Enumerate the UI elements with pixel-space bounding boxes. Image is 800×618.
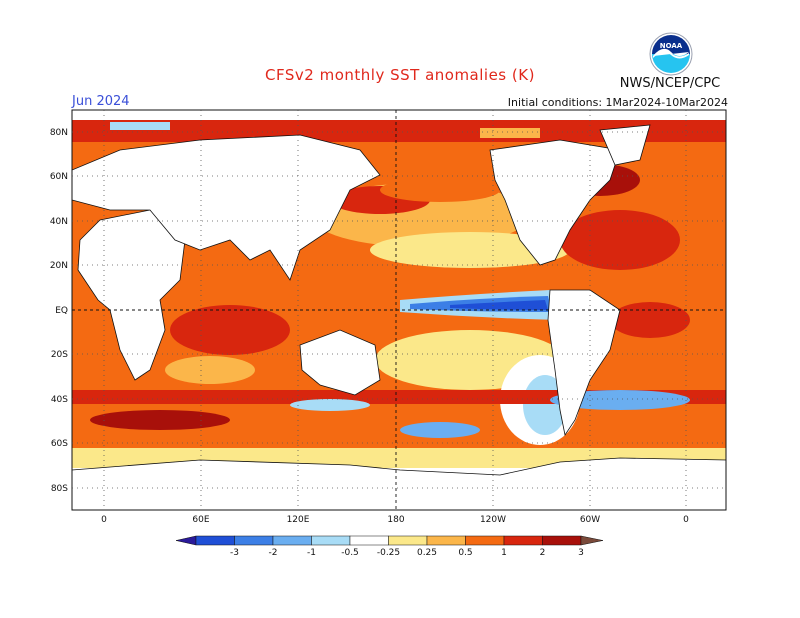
colorbar-label: 1 (501, 548, 507, 558)
colorbar-arrow-low (175, 535, 197, 546)
lat-label: 80N (50, 128, 68, 138)
colorbar-swatch (195, 535, 235, 546)
lat-label: 20N (50, 261, 68, 271)
colorbar-label: 0.5 (458, 548, 472, 558)
colorbar-swatch (349, 535, 389, 546)
lon-label: 0 (101, 515, 107, 525)
lat-label: EQ (55, 306, 68, 316)
lat-label: 60S (51, 439, 68, 449)
colorbar-label: -3 (230, 548, 239, 558)
lon-label: 60W (580, 515, 600, 525)
forecast-month-label: Jun 2024 (72, 94, 130, 109)
latitude-labels: 80N 60N 40N 20N EQ 20S 40S 60S 80S (50, 128, 68, 494)
noaa-logo-icon: NOAA (649, 32, 693, 76)
equator-dateline (72, 110, 726, 510)
lat-label: 40S (51, 395, 68, 405)
lon-label: 60E (192, 515, 209, 525)
map-title: CFSv2 monthly SST anomalies (K) (265, 66, 535, 84)
lon-label: 180 (387, 515, 404, 525)
colorbar-label: 0.25 (417, 548, 437, 558)
colorbar-swatch (542, 535, 582, 546)
colorbar-label: -1 (307, 548, 316, 558)
svg-text:NOAA: NOAA (660, 42, 683, 50)
colorbar-swatch (272, 535, 312, 546)
colorbar-label: -2 (269, 548, 278, 558)
colorbar-swatch (426, 535, 466, 546)
colorbar-label: -0.25 (377, 548, 400, 558)
colorbar-label: -0.5 (341, 548, 359, 558)
agency-label: NWS/NCEP/CPC (619, 76, 721, 91)
initial-conditions-label: Initial conditions: 1Mar2024-10Mar2024 (507, 96, 728, 109)
colorbar-arrow-high (580, 535, 604, 546)
colorbar-label: 2 (540, 548, 546, 558)
land-masses (72, 124, 726, 510)
colorbar-swatch (388, 535, 428, 546)
colorbar-label: 3 (578, 548, 584, 558)
colorbar-swatch (465, 535, 505, 546)
lat-label: 20S (51, 350, 68, 360)
lat-label: 40N (50, 217, 68, 227)
colorbar-swatch (503, 535, 543, 546)
lon-label: 0 (683, 515, 689, 525)
lat-label: 60N (50, 172, 68, 182)
colorbar: -3 -2 -1 -0.5 -0.25 0.25 0.5 1 2 3 (175, 535, 604, 558)
lon-label: 120E (287, 515, 310, 525)
colorbar-swatch (311, 535, 351, 546)
lon-label: 120W (480, 515, 506, 525)
longitude-labels: 0 60E 120E 180 120W 60W 0 (101, 515, 689, 525)
lat-label: 80S (51, 484, 68, 494)
colorbar-swatch (234, 535, 274, 546)
